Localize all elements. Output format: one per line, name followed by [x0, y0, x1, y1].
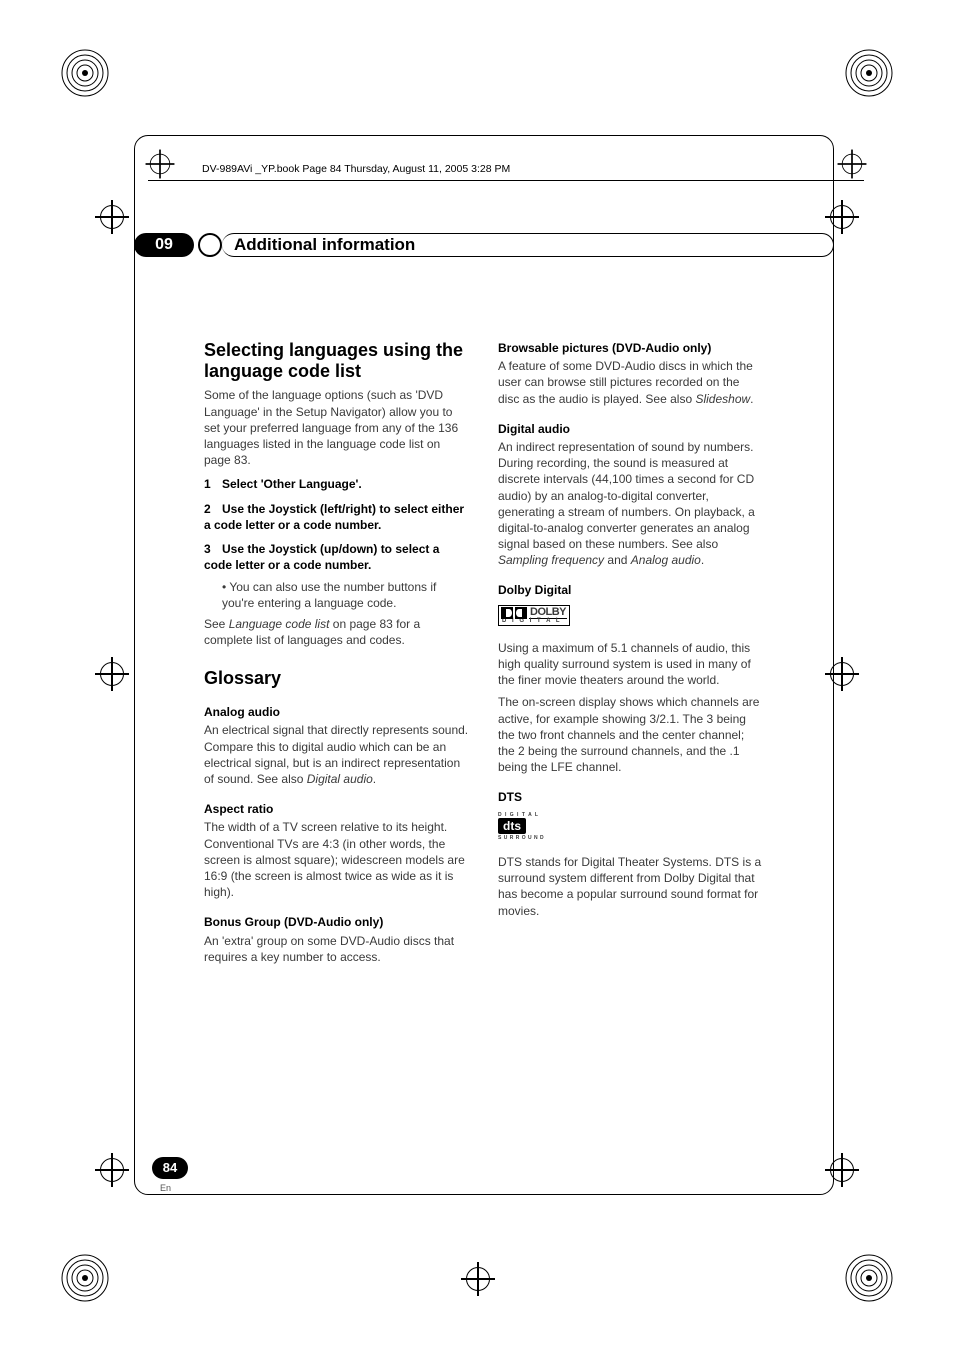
register-ring-tl	[60, 48, 110, 98]
step-3-notes: You can also use the number buttons if y…	[204, 579, 470, 611]
see-lang-italic: Language code list	[229, 617, 330, 631]
term-bonus-body: An 'extra' group on some DVD-Audio discs…	[204, 933, 470, 965]
left-column: Selecting languages using the language c…	[204, 340, 470, 971]
term-dolby-digital: Dolby Digital	[498, 582, 764, 598]
step-2-text: Use the Joystick (left/right) to select …	[204, 502, 464, 532]
note-1: You can also use the number buttons if y…	[222, 579, 470, 611]
step-1-num: 1	[204, 476, 222, 492]
header-register-left	[150, 154, 170, 174]
dolby-logo: DOLBY D I G I T A L	[498, 605, 570, 626]
section-title-glossary: Glossary	[204, 666, 470, 690]
content: Selecting languages using the language c…	[204, 340, 764, 971]
right-column: Browsable pictures (DVD-Audio only) A fe…	[498, 340, 764, 971]
step-3-text: Use the Joystick (up/down) to select a c…	[204, 542, 439, 572]
page-number: 84	[152, 1157, 188, 1179]
digital-italic-1: Sampling frequency	[498, 553, 604, 567]
dts-body: DTS stands for Digital Theater Systems. …	[498, 854, 764, 919]
term-aspect-ratio: Aspect ratio	[204, 801, 470, 817]
term-aspect-body: The width of a TV screen relative to its…	[204, 819, 470, 900]
page-lang: En	[160, 1183, 171, 1193]
term-browsable-body: A feature of some DVD-Audio discs in whi…	[498, 358, 764, 407]
register-mark-left-2	[100, 662, 124, 686]
chapter-number: 09	[134, 233, 194, 257]
register-ring-bl	[60, 1253, 110, 1303]
register-mark-bottom	[466, 1267, 490, 1291]
term-dts: DTS	[498, 789, 764, 805]
section-title-lang: Selecting languages using the language c…	[204, 340, 470, 381]
digital-1: An indirect representation of sound by n…	[498, 440, 755, 551]
dolby-d-right-icon	[515, 607, 527, 619]
step-3-num: 3	[204, 541, 222, 557]
chapter-ring-icon	[198, 233, 222, 257]
step-2-num: 2	[204, 501, 222, 517]
browsable-italic: Slideshow	[695, 392, 750, 406]
term-digital-body: An indirect representation of sound by n…	[498, 439, 764, 569]
register-mark-left-1	[100, 205, 124, 229]
lang-intro: Some of the language options (such as 'D…	[204, 387, 470, 468]
step-1: 1Select 'Other Language'.	[204, 476, 470, 492]
digital-italic-2: Analog audio	[631, 553, 701, 567]
dolby-word: DOLBY	[529, 607, 567, 619]
step-1-text: Select 'Other Language'.	[222, 477, 362, 491]
dts-label: D I G I T A L	[498, 812, 764, 819]
analog-2: .	[373, 772, 376, 786]
dts-sub: S U R R O U N D	[498, 835, 764, 842]
see-lang-1: See	[204, 617, 229, 631]
header-register-right	[842, 154, 862, 174]
dts-box: dts	[498, 818, 526, 834]
term-analog-body: An electrical signal that directly repre…	[204, 722, 470, 787]
dolby-d-left-icon	[501, 607, 513, 619]
header-rule	[148, 180, 864, 181]
dolby-body-1: Using a maximum of 5.1 channels of audio…	[498, 640, 764, 689]
term-analog-audio: Analog audio	[204, 704, 470, 720]
chapter-bar: 09 Additional information	[134, 233, 834, 259]
see-lang: See Language code list on page 83 for a …	[204, 616, 470, 648]
register-ring-tr	[844, 48, 894, 98]
digital-mid: and	[604, 553, 631, 567]
register-ring-br	[844, 1253, 894, 1303]
chapter-title: Additional information	[234, 235, 415, 255]
step-3: 3Use the Joystick (up/down) to select a …	[204, 541, 470, 573]
term-browsable: Browsable pictures (DVD-Audio only)	[498, 340, 764, 356]
digital-2: .	[701, 553, 704, 567]
browsable-2: .	[750, 392, 753, 406]
register-mark-left-3	[100, 1158, 124, 1182]
dolby-body-2: The on-screen display shows which channe…	[498, 694, 764, 775]
term-bonus-group: Bonus Group (DVD-Audio only)	[204, 914, 470, 930]
analog-italic: Digital audio	[307, 772, 373, 786]
running-head: DV-989AVi _YP.book Page 84 Thursday, Aug…	[202, 163, 876, 175]
term-digital-audio: Digital audio	[498, 421, 764, 437]
dts-logo: D I G I T A L dts S U R R O U N D	[498, 812, 764, 843]
step-2: 2Use the Joystick (left/right) to select…	[204, 501, 470, 533]
